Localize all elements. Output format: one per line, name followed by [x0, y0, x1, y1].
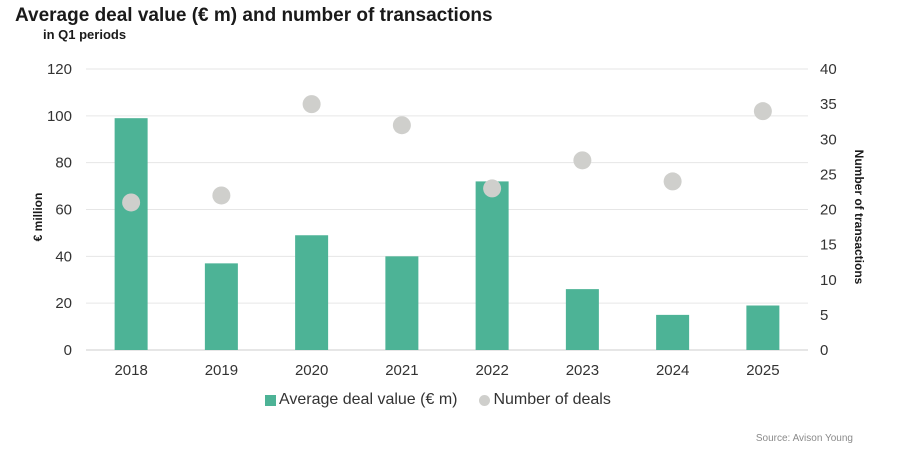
- y2-tick-label: 40: [820, 61, 837, 78]
- bar-2024: [656, 314, 690, 350]
- y-tick-label: 0: [64, 342, 72, 359]
- y-tick-label: 40: [55, 248, 72, 265]
- gridlines: [86, 68, 808, 351]
- y2-tick-label: 10: [820, 272, 837, 289]
- y-tick-label: 100: [47, 108, 72, 125]
- dot-2019: [212, 186, 231, 205]
- legend-swatch-dot: [479, 394, 491, 406]
- legend: Average deal value (€ m) Number of deals: [265, 391, 633, 409]
- x-tick-label: 2020: [295, 362, 328, 379]
- legend-item-dot: Number of deals: [479, 391, 611, 409]
- x-tick-label: 2022: [475, 362, 508, 379]
- chart-subtitle: in Q1 periods: [43, 27, 127, 42]
- source-note: Source: Avison Young: [755, 433, 853, 444]
- y2-tick-label: 20: [820, 202, 837, 219]
- bar-2025: [746, 305, 780, 350]
- y2-tick-label: 30: [820, 131, 837, 148]
- legend-label-bar: Average deal value (€ m): [279, 391, 458, 408]
- bar-2019: [204, 263, 238, 350]
- bar-2021: [385, 256, 419, 350]
- x-tick-label: 2023: [566, 362, 599, 379]
- x-tick-label: 2025: [746, 362, 779, 379]
- dot-2025: [753, 102, 772, 121]
- legend-label-dot: Number of deals: [493, 391, 611, 408]
- y-tick-label: 20: [55, 295, 72, 312]
- x-tick-label: 2024: [656, 362, 689, 379]
- y2-tick-label: 5: [820, 307, 828, 324]
- dot-2018: [122, 193, 141, 212]
- y2-tick-label: 25: [820, 166, 837, 183]
- y-tick-label: 60: [55, 202, 72, 219]
- dot-series: [122, 95, 772, 212]
- dot-2021: [392, 116, 411, 135]
- bar-2020: [295, 235, 329, 350]
- y2-tick-label: 0: [820, 342, 828, 359]
- y2-tick-label: 35: [820, 96, 837, 113]
- bar-2023: [565, 289, 599, 350]
- dot-2023: [573, 151, 592, 170]
- bar-2018: [114, 118, 148, 350]
- y-tick-label: 120: [47, 61, 72, 78]
- x-tick-label: 2018: [114, 362, 147, 379]
- dot-2022: [483, 179, 502, 198]
- dot-2024: [663, 172, 682, 191]
- y2-tick-label: 15: [820, 237, 837, 254]
- legend-item-bar: Average deal value (€ m): [265, 391, 457, 409]
- bar-series: [114, 118, 780, 350]
- y2-axis-label: Number of transactions: [852, 150, 866, 285]
- x-tick-label: 2019: [205, 362, 238, 379]
- y-tick-label: 80: [55, 155, 72, 172]
- bar-2022: [475, 181, 509, 350]
- y-axis-label: € million: [31, 193, 45, 242]
- chart-title: Average deal value (€ m) and number of t…: [15, 5, 493, 26]
- dot-2020: [302, 95, 321, 114]
- x-tick-label: 2021: [385, 362, 418, 379]
- legend-swatch-bar: [265, 394, 276, 406]
